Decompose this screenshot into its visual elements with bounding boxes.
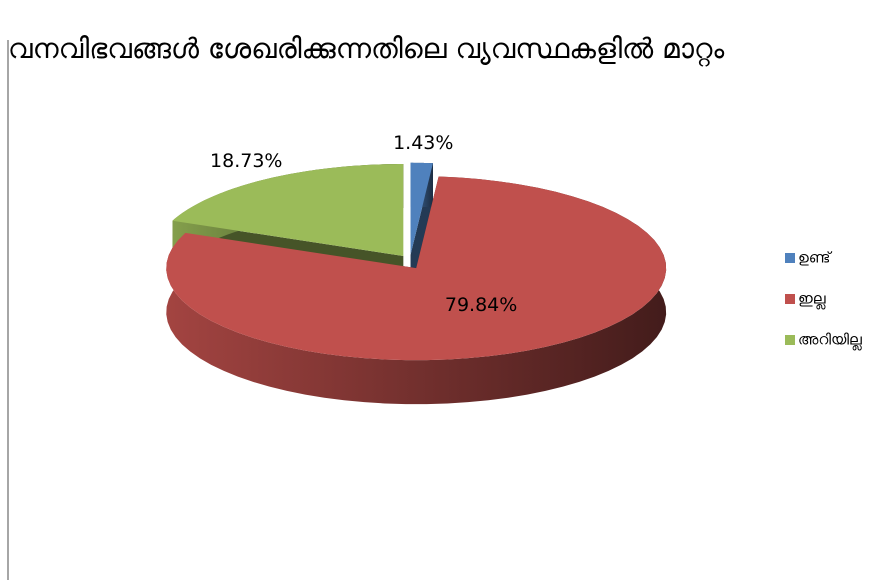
pie-slice [172, 164, 404, 257]
legend-swatch [785, 294, 795, 304]
chart-title: വനവിഭവങ്ങൾ ശേഖരിക്കുന്നതിലെ വ്യവസ്ഥകളിൽ … [8, 32, 725, 66]
legend-label: ഇല്ല [798, 290, 826, 310]
legend-swatch [785, 335, 795, 345]
data-label: 18.73% [210, 150, 282, 172]
legend-swatch [785, 253, 795, 263]
pie-slice [410, 162, 433, 255]
pie-slice [166, 176, 667, 361]
data-label: 1.43% [393, 132, 453, 154]
legend-label: അറിയില്ല [798, 331, 862, 351]
legend-label: ഉണ്ട് [798, 249, 833, 267]
data-label: 79.84% [445, 294, 517, 316]
